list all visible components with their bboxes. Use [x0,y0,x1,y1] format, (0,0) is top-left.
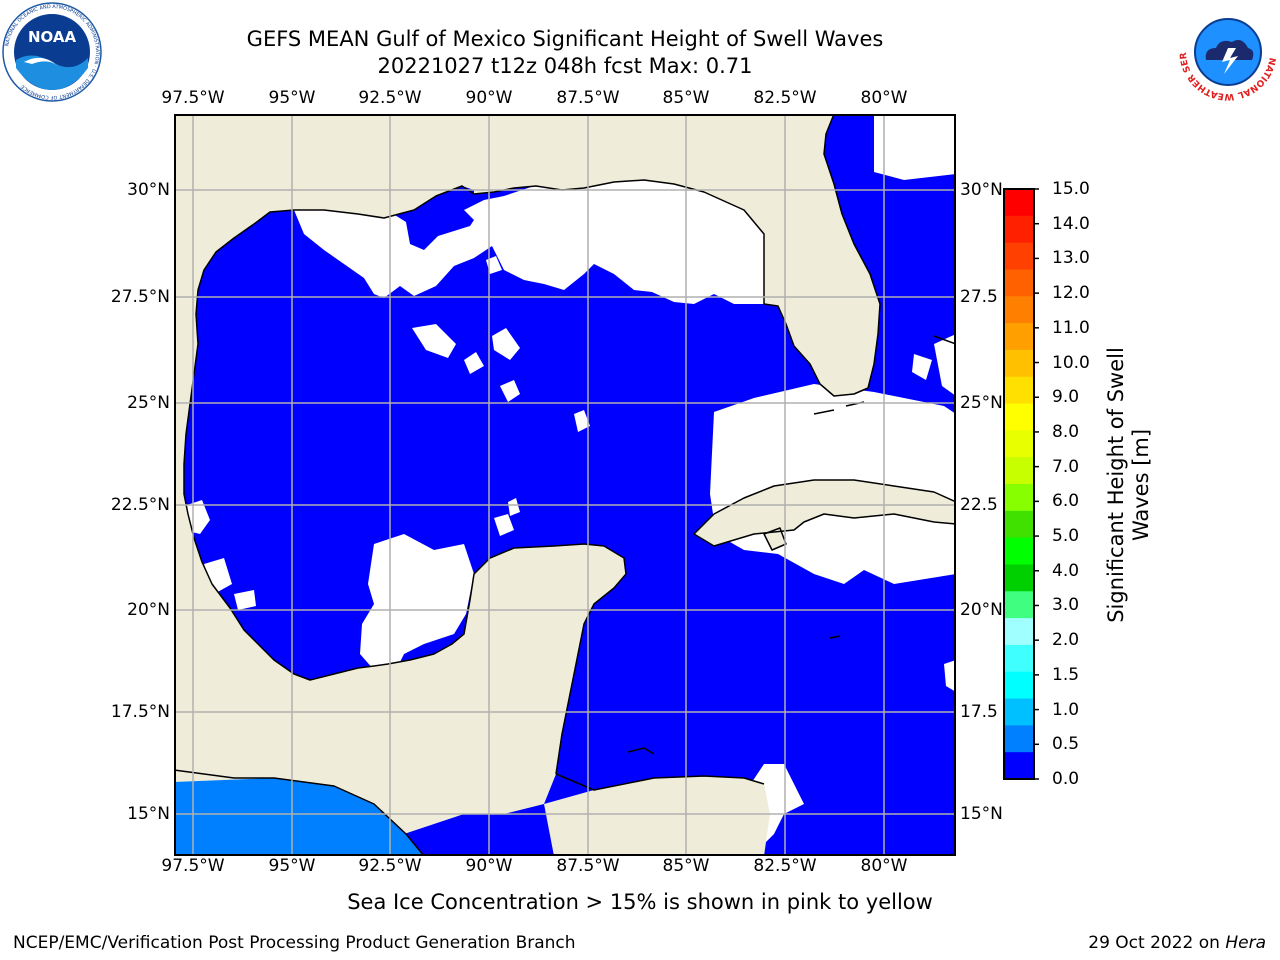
colorbar-swatch [1004,269,1034,297]
colorbar-swatch [1004,403,1034,431]
colorbar-label-line1: Significant Height of Swell [1104,347,1128,623]
colorbar-swatch [1004,189,1034,217]
colorbar-swatch [1004,618,1034,646]
footer-date: 29 Oct 2022 on Hera [1088,933,1266,953]
lon-tick-top: 80°W [860,88,908,108]
colorbar-swatch [1004,484,1034,512]
lat-tick-right: 30°N [960,180,1003,200]
colorbar-swatch [1004,430,1034,458]
colorbar-tick-label: 7.0 [1052,456,1080,477]
colorbar-tick-label: 5.0 [1052,526,1080,547]
land-cuba [694,480,956,546]
lat-tick-left: 17.5°N [110,702,170,722]
lat-tick-left: 27.5°N [110,287,170,307]
graticule [174,114,956,856]
lat-tick-left: 25°N [127,393,170,413]
footer-credit: NCEP/EMC/Verification Post Processing Pr… [13,933,576,953]
lon-tick-bottom: 87.5°W [556,856,620,876]
colorbar-border [1003,188,1035,780]
lat-tick-right: 20°N [960,600,1003,620]
lon-tick-bottom: 97.5°W [161,856,225,876]
lat-tick-right: 22.5 [960,495,998,515]
lon-tick-bottom: 95°W [268,856,316,876]
colorbar-tick-label: 14.0 [1052,213,1090,234]
colorbar-swatch [1004,323,1034,351]
lon-tick-top: 97.5°W [161,88,225,108]
colorbar-swatch [1004,215,1034,244]
land-central-america-east [544,776,770,856]
colorbar-tick-label: 0.0 [1052,769,1080,789]
lat-tick-left: 22.5°N [110,495,170,515]
lat-tick-left: 15°N [127,804,170,824]
sea-ice-note: Sea Ice Concentration > 15% is shown in … [347,890,933,914]
colorbar-swatch [1004,376,1034,405]
pacific-band [174,778,424,856]
map-subtitle: 20221027 t12z 048h fcst Max: 0.71 [377,54,753,78]
lat-tick-right: 25°N [960,393,1003,413]
colorbar-swatch [1004,671,1034,700]
lon-tick-top: 90°W [465,88,513,108]
colorbar-tick-label: 8.0 [1052,421,1080,442]
map-title: GEFS MEAN Gulf of Mexico Significant Hei… [246,27,884,51]
colorbar-swatch [1004,349,1034,378]
nws-logo: NATIONAL WEATHER SERVICE [1178,2,1277,101]
lon-tick-bottom: 82.5°W [753,856,817,876]
noaa-logo: NOAA NATIONAL OCEANIC AND ATMOSPHERIC AD… [2,2,102,102]
colorbar-tick-label: 3.0 [1052,595,1080,616]
lon-tick-bottom: 92.5°W [358,856,422,876]
colorbar-tick-label: 10.0 [1052,352,1090,373]
lat-tick-right: 17.5 [960,702,998,722]
colorbar-swatch [1004,564,1034,592]
lon-tick-top: 95°W [268,88,316,108]
colorbar-swatch [1004,644,1034,673]
footer-date-text: 29 Oct 2022 on [1088,933,1226,953]
colorbar-tick-label: 13.0 [1052,248,1090,269]
lat-tick-right: 27.5 [960,287,998,307]
colorbar-tick-label: 2.0 [1052,630,1080,651]
colorbar-tick-label: 1.5 [1052,664,1080,685]
colorbar-label-line2: Waves [m] [1129,428,1153,542]
colorbar-swatch [1004,725,1034,753]
lon-tick-top: 85°W [662,88,710,108]
colorbar-swatch [1004,698,1034,726]
colorbar-swatch [1004,457,1034,485]
colorbar-tick-label: 9.0 [1052,387,1080,408]
colorbar-tick-label: 1.0 [1052,699,1080,720]
colorbar-swatch [1004,537,1034,565]
colorbar-swatch [1004,591,1034,619]
lat-tick-left: 20°N [127,600,170,620]
lon-tick-bottom: 80°W [860,856,908,876]
lon-tick-bottom: 90°W [465,856,513,876]
colorbar [1003,188,1039,780]
colorbar-tick-label: 12.0 [1052,283,1090,304]
lon-tick-top: 82.5°W [753,88,817,108]
lon-tick-top: 87.5°W [556,88,620,108]
noaa-logo-text: NOAA [28,28,77,46]
colorbar-tick-label: 6.0 [1052,491,1080,512]
footer-host: Hera [1225,933,1266,953]
lon-tick-top: 92.5°W [358,88,422,108]
colorbar-tick-label: 4.0 [1052,560,1080,581]
colorbar-swatch [1004,752,1034,780]
lat-tick-left: 30°N [127,180,170,200]
colorbar-swatch [1004,296,1034,324]
colorbar-tick-label: 15.0 [1052,179,1090,199]
colorbar-swatch [1004,510,1034,539]
colorbar-tick-label: 11.0 [1052,317,1090,338]
lat-tick-right: 15°N [960,804,1003,824]
colorbar-tick-label: 0.5 [1052,734,1080,755]
colorbar-swatch [1004,242,1034,270]
map-panel [174,114,956,856]
lon-tick-bottom: 85°W [662,856,710,876]
